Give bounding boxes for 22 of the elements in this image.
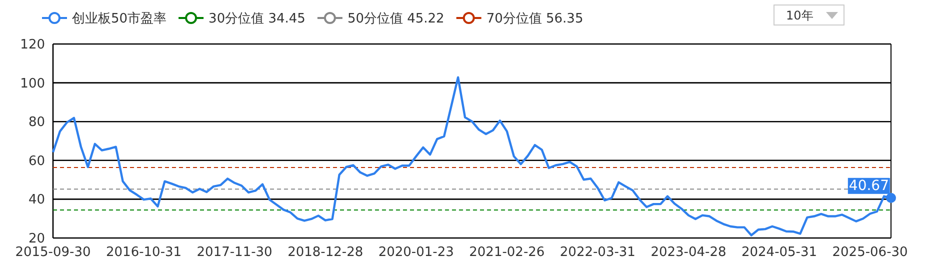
annotation: 40.67	[848, 178, 889, 194]
x-tick-label: 2020-01-23	[378, 245, 454, 260]
legend-label: 30分位值 34.45	[208, 12, 306, 26]
x-tick-label: 2017-11-30	[196, 245, 272, 260]
y-tick-label: 40	[28, 192, 45, 208]
dropdown: 10年	[774, 4, 844, 26]
x-tick-label: 2018-12-28	[288, 245, 364, 260]
x-tick-label: 2023-04-28	[650, 245, 726, 260]
y-tick-label: 100	[20, 76, 45, 92]
x-tick-label: 2016-10-31	[106, 245, 182, 260]
legend-label: 创业板50市盈率	[72, 10, 167, 26]
x-tick-label: 2015-09-30	[15, 245, 91, 260]
y-tick-label: 120	[20, 38, 45, 52]
x-tick-label: 2022-03-31	[560, 245, 636, 260]
legend-label: 50分位值 45.22	[347, 12, 444, 26]
y-tick-label: 20	[28, 232, 45, 246]
x-tick-label: 2021-02-26	[469, 245, 545, 260]
y-tick-label: 80	[28, 115, 45, 130]
y-tick-label: 60	[28, 154, 45, 169]
x-tick-label: 2024-05-31	[741, 245, 818, 260]
legend-label: 70分位值 56.35	[486, 12, 584, 26]
x-tick-label: 2025-06-30	[832, 245, 908, 260]
